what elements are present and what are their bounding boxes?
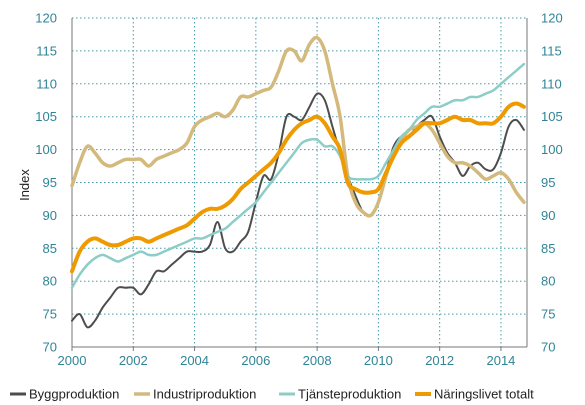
legend: Byggproduktion Industriproduktion Tjänstep… [10, 387, 534, 402]
legend-label-industriproduktion: Industriproduktion [153, 387, 256, 402]
y-tick-label-left: 75 [43, 307, 57, 322]
x-tick-label: 2010 [364, 353, 393, 368]
y-tick-label-left: 100 [35, 142, 57, 157]
y-tick-label-left: 80 [43, 274, 57, 289]
y-tick-label-right: 85 [541, 241, 555, 256]
x-tick-label: 2014 [486, 353, 515, 368]
y-axis-title: Index [17, 169, 32, 201]
series-lines [70, 35, 526, 329]
y-tick-label-left: 90 [43, 208, 57, 223]
legend-label-byggproduktion: Byggproduktion [29, 387, 119, 402]
series-line-byggproduktion [71, 92, 525, 329]
y-tick-label-right: 100 [541, 142, 563, 157]
y-tick-label-right: 90 [541, 208, 555, 223]
y-tick-label-left: 120 [35, 11, 57, 26]
y-tick-label-left: 105 [35, 109, 57, 124]
x-tick-label: 2000 [58, 353, 87, 368]
y-tick-label-left: 95 [43, 175, 57, 190]
y-tick-label-left: 110 [36, 76, 57, 91]
y-tick-label-left: 85 [43, 241, 57, 256]
x-tick-label: 2006 [241, 353, 270, 368]
y-tick-label-left: 115 [36, 43, 57, 58]
y-tick-label-left: 70 [43, 340, 57, 355]
x-tick-label: 2002 [119, 353, 148, 368]
axes: 70 70 75 75 80 80 85 85 90 90 95 95 100 100 105 105 110 1… [35, 11, 562, 369]
legend-label-n-ringslivet-totalt: Näringslivet totalt [434, 387, 534, 402]
y-tick-label-right: 70 [541, 340, 555, 355]
legend-label-tj-nsteproduktion: Tjänsteproduktion [298, 387, 401, 402]
y-tick-label-right: 105 [541, 109, 563, 124]
y-tick-label-right: 75 [541, 307, 555, 322]
y-tick-label-right: 120 [541, 11, 563, 26]
series-line-n-ringslivet-totalt [70, 101, 526, 274]
x-tick-label: 2008 [303, 353, 332, 368]
y-tick-label-right: 115 [541, 43, 562, 58]
y-tick-label-right: 110 [541, 76, 562, 91]
x-tick-label: 2012 [425, 353, 454, 368]
series-line-industriproduktion [70, 35, 526, 218]
series-line-tj-nsteproduktion [70, 62, 526, 290]
y-tick-label-right: 95 [541, 175, 555, 190]
x-tick-label: 2004 [180, 353, 209, 368]
y-tick-label-right: 80 [541, 274, 555, 289]
grid [71, 17, 527, 348]
